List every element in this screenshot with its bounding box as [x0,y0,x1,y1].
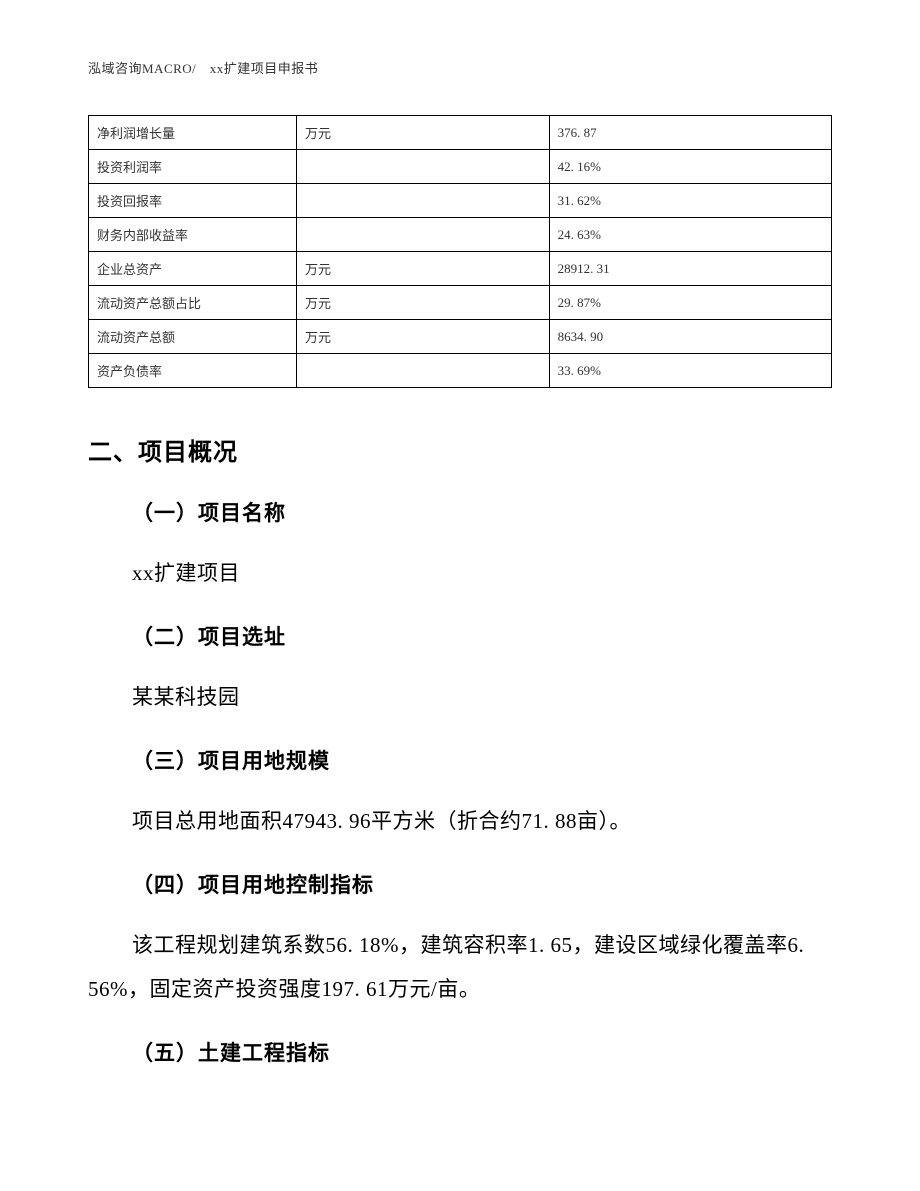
subsection-heading: （三）项目用地规模 [132,745,832,775]
row-unit [297,150,550,184]
row-unit: 万元 [297,320,550,354]
page-container: 泓域咨询MACRO/ xx扩建项目申报书 净利润增长量万元376. 87投资利润… [0,0,920,1067]
row-value: 28912. 31 [549,252,831,286]
table-row: 投资回报率 31. 62% [89,184,832,218]
page-header: 泓域咨询MACRO/ xx扩建项目申报书 [88,58,832,77]
row-label: 投资回报率 [89,184,297,218]
subsection-body: 该工程规划建筑系数56. 18%，建筑容积率1. 65，建设区域绿化覆盖率6. … [88,923,832,1011]
table-row: 企业总资产万元28912. 31 [89,252,832,286]
section-title: 二、项目概况 [88,432,832,467]
row-value: 33. 69% [549,354,831,388]
table-row: 净利润增长量万元376. 87 [89,116,832,150]
table-row: 财务内部收益率 24. 63% [89,218,832,252]
row-unit: 万元 [297,252,550,286]
table-row: 资产负债率 33. 69% [89,354,832,388]
row-value: 24. 63% [549,218,831,252]
row-value: 42. 16% [549,150,831,184]
row-value: 8634. 90 [549,320,831,354]
subsection-body: xx扩建项目 [132,551,832,595]
row-value: 29. 87% [549,286,831,320]
financial-table: 净利润增长量万元376. 87投资利润率42. 16%投资回报率31. 62%财… [88,115,832,388]
subsection-heading: （一）项目名称 [132,497,832,527]
row-unit: 万元 [297,116,550,150]
row-unit [297,218,550,252]
row-unit: 万元 [297,286,550,320]
subsection-heading: （五）土建工程指标 [132,1037,832,1067]
row-label: 流动资产总额占比 [89,286,297,320]
row-unit [297,354,550,388]
row-label: 净利润增长量 [89,116,297,150]
subsection-body: 项目总用地面积47943. 96平方米（折合约71. 88亩）。 [132,799,832,843]
subsection-heading: （四）项目用地控制指标 [132,869,832,899]
row-label: 企业总资产 [89,252,297,286]
row-label: 财务内部收益率 [89,218,297,252]
table-row: 流动资产总额万元8634. 90 [89,320,832,354]
row-value: 376. 87 [549,116,831,150]
row-unit [297,184,550,218]
table-row: 流动资产总额占比万元29. 87% [89,286,832,320]
row-label: 流动资产总额 [89,320,297,354]
subsection-body: 某某科技园 [132,675,832,719]
row-value: 31. 62% [549,184,831,218]
row-label: 资产负债率 [89,354,297,388]
subsection-heading: （二）项目选址 [132,621,832,651]
table-row: 投资利润率 42. 16% [89,150,832,184]
row-label: 投资利润率 [89,150,297,184]
content-section: 二、项目概况 （一）项目名称 xx扩建项目 （二）项目选址某某科技园 （三）项目用地规… [88,432,832,1067]
